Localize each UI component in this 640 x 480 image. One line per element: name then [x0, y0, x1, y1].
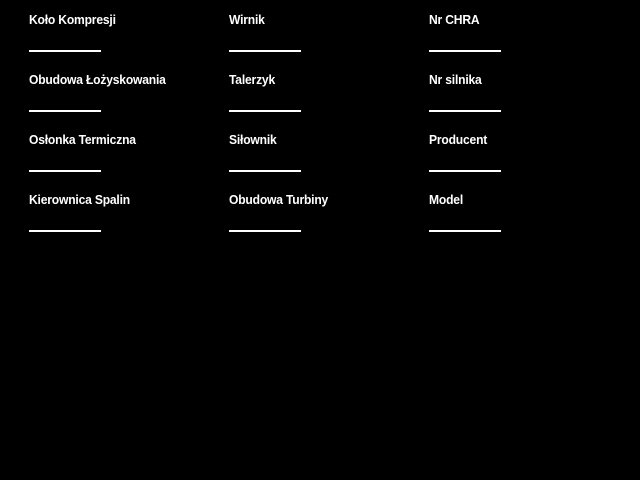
field-input-model[interactable] — [429, 230, 501, 232]
field-group-producent: Producent — [429, 132, 609, 180]
field-group-kolo-kompresji: Koło Kompresji — [29, 12, 209, 60]
field-label-obudowa-turbiny: Obudowa Turbiny — [229, 192, 329, 207]
field-input-obudowa-lozyskowania[interactable] — [29, 110, 101, 112]
field-input-kierownica-spalin[interactable] — [29, 230, 101, 232]
field-group-nr-chra: Nr CHRA — [429, 12, 609, 60]
field-label-kolo-kompresji: Koło Kompresji — [29, 12, 116, 27]
field-label-talerzyk: Talerzyk — [229, 72, 276, 87]
field-column-2: Wirnik Talerzyk Siłownik Obudowa Turbiny — [229, 0, 429, 480]
field-input-kolo-kompresji[interactable] — [29, 50, 101, 52]
field-group-oslonka-termiczna: Osłonka Termiczna — [29, 132, 209, 180]
field-label-producent: Producent — [429, 132, 488, 147]
field-label-nr-chra: Nr CHRA — [429, 12, 480, 27]
field-column-1: Koło Kompresji Obudowa Łożyskowania Osło… — [29, 0, 229, 480]
field-label-kierownica-spalin: Kierownica Spalin — [29, 192, 130, 207]
field-input-oslonka-termiczna[interactable] — [29, 170, 101, 172]
field-label-nr-silnika: Nr silnika — [429, 72, 482, 87]
field-group-nr-silnika: Nr silnika — [429, 72, 609, 120]
field-label-oslonka-termiczna: Osłonka Termiczna — [29, 132, 136, 147]
field-group-obudowa-turbiny: Obudowa Turbiny — [229, 192, 409, 240]
field-column-3: Nr CHRA Nr silnika Producent Model — [429, 0, 629, 480]
field-input-nr-chra[interactable] — [429, 50, 501, 52]
field-input-wirnik[interactable] — [229, 50, 301, 52]
field-input-silownik[interactable] — [229, 170, 301, 172]
field-group-talerzyk: Talerzyk — [229, 72, 409, 120]
field-input-nr-silnika[interactable] — [429, 110, 501, 112]
field-input-talerzyk[interactable] — [229, 110, 301, 112]
field-input-obudowa-turbiny[interactable] — [229, 230, 301, 232]
field-label-silownik: Siłownik — [229, 132, 277, 147]
field-group-silownik: Siłownik — [229, 132, 409, 180]
field-group-kierownica-spalin: Kierownica Spalin — [29, 192, 209, 240]
field-input-producent[interactable] — [429, 170, 501, 172]
field-group-obudowa-lozyskowania: Obudowa Łożyskowania — [29, 72, 209, 120]
field-label-wirnik: Wirnik — [229, 12, 265, 27]
field-group-model: Model — [429, 192, 609, 240]
field-label-obudowa-lozyskowania: Obudowa Łożyskowania — [29, 72, 166, 87]
field-label-model: Model — [429, 192, 464, 207]
field-group-wirnik: Wirnik — [229, 12, 409, 60]
